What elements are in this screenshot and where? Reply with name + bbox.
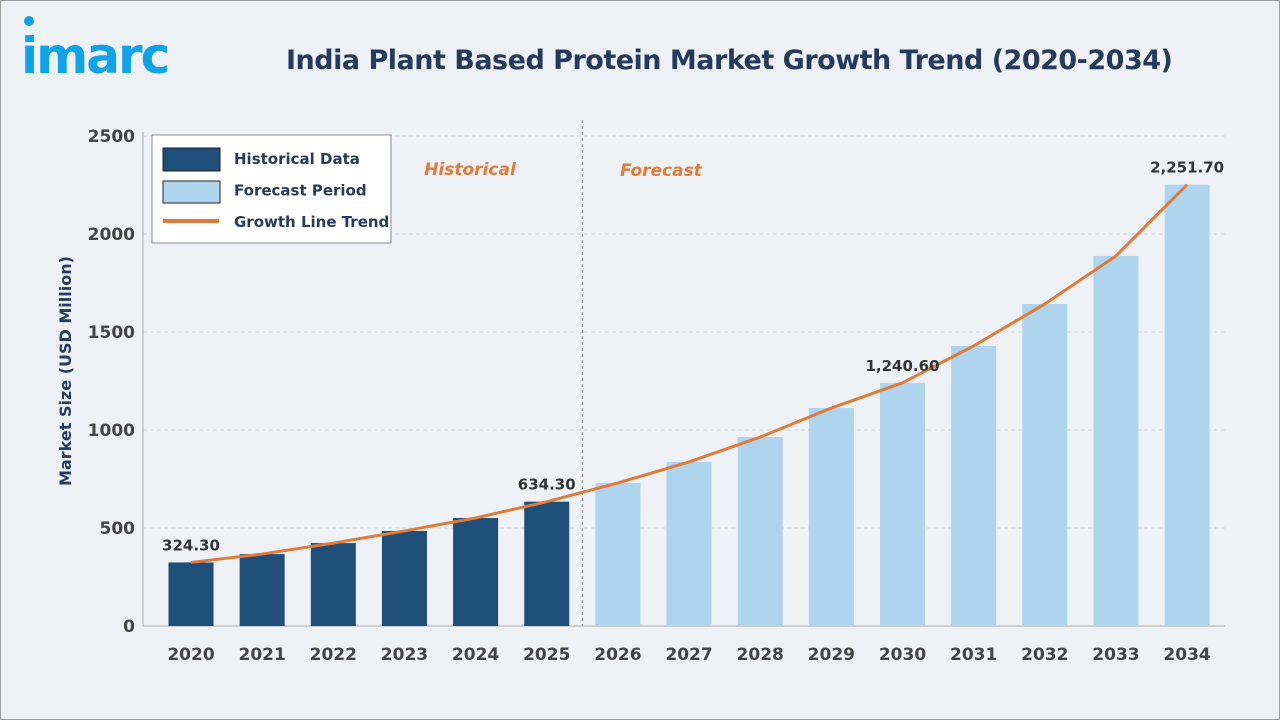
legend-swatch-forecast xyxy=(162,180,221,204)
y-tick-label: 1500 xyxy=(88,323,135,343)
x-tick-label: 2032 xyxy=(1021,645,1068,665)
x-tick-label: 2026 xyxy=(594,645,641,665)
x-tick-label: 2030 xyxy=(879,645,926,665)
y-tick-label: 0 xyxy=(123,617,135,637)
x-tick-label: 2028 xyxy=(737,645,784,665)
y-tick-label: 2500 xyxy=(88,127,135,147)
x-tick-label: 2022 xyxy=(310,645,357,665)
svg-text:imarc: imarc xyxy=(21,27,168,77)
bar-2023 xyxy=(381,530,427,626)
y-tick-label: 500 xyxy=(100,519,136,539)
data-label: 1,240.60 xyxy=(865,357,939,375)
x-tick-label: 2024 xyxy=(452,645,499,665)
bar-2024 xyxy=(453,518,499,626)
x-tick-label: 2033 xyxy=(1092,645,1139,665)
x-tick-label: 2027 xyxy=(665,645,712,665)
y-axis-label: Market Size (USD Million) xyxy=(56,256,75,486)
bar-2028 xyxy=(737,437,783,626)
historical-annotation: Historical xyxy=(424,160,517,180)
bar-2030 xyxy=(880,382,925,626)
legend-swatch-historical xyxy=(162,147,221,172)
bar-2029 xyxy=(808,408,854,626)
legend-label-forecast: Forecast Period xyxy=(234,182,367,200)
bar-2027 xyxy=(666,461,712,626)
data-label: 2,251.70 xyxy=(1150,159,1224,177)
x-tick-label: 2023 xyxy=(381,645,428,665)
chart-title: India Plant Based Protein Market Growth … xyxy=(286,45,1173,76)
y-tick-label: 2000 xyxy=(88,225,135,245)
data-label: 324.30 xyxy=(162,536,220,554)
legend-label-historical: Historical Data xyxy=(234,150,360,168)
forecast-annotation: Forecast xyxy=(620,161,703,181)
bar-2020 xyxy=(168,562,214,626)
bar-2032 xyxy=(1022,303,1068,626)
y-tick-label: 1000 xyxy=(88,421,135,441)
x-tick-label: 2029 xyxy=(808,645,855,665)
x-tick-label: 2020 xyxy=(167,645,214,665)
bar-2021 xyxy=(239,554,285,626)
x-tick-label: 2025 xyxy=(523,645,570,665)
x-tick-label: 2031 xyxy=(950,645,997,665)
bar-2026 xyxy=(595,482,641,626)
data-label: 634.30 xyxy=(518,476,576,494)
growth-trend-line xyxy=(190,183,1189,564)
bar-2025 xyxy=(524,501,570,626)
imarc-logo: imarc xyxy=(21,16,170,77)
x-tick-label: 2034 xyxy=(1163,645,1210,665)
bar-2031 xyxy=(951,345,997,626)
bar-2022 xyxy=(310,543,356,626)
bar-2033 xyxy=(1093,255,1139,626)
x-tick-label: 2021 xyxy=(238,645,285,665)
legend-label-line: Growth Line Trend xyxy=(234,213,389,231)
bar-2034 xyxy=(1164,184,1210,626)
